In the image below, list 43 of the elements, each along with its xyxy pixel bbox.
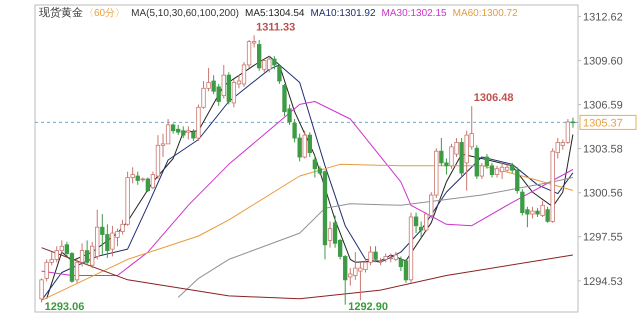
candlestick xyxy=(136,171,140,186)
ref-line-label: 1305.37 xyxy=(583,117,623,130)
y-tick-label: 1303.58 xyxy=(583,144,623,156)
y-tick-label: 1300.56 xyxy=(583,188,623,200)
candlestick xyxy=(222,64,226,100)
y-tick-label: 1294.53 xyxy=(583,276,623,288)
annotation: MA(5,10,30,60,100,200) xyxy=(131,8,239,19)
chart-title: 现货黄金 xyxy=(39,6,83,19)
line-series xyxy=(41,247,574,300)
candlestick xyxy=(373,246,378,263)
text: MA30:1302.15 xyxy=(382,8,448,19)
candlestick xyxy=(84,240,90,266)
annotation: 1292.90 xyxy=(348,301,388,313)
candlestick xyxy=(186,126,191,140)
y-tick-label: 1297.55 xyxy=(583,232,623,244)
candlestick xyxy=(540,200,545,218)
annotation: 1311.33 xyxy=(256,21,296,34)
candlestick xyxy=(418,220,424,238)
text: MA10:1301.92 xyxy=(310,8,376,19)
candlestick xyxy=(257,40,262,72)
candlestick xyxy=(328,220,332,248)
y-tick-label: 1312.62 xyxy=(583,11,623,24)
line-series xyxy=(178,177,574,298)
annotation: 1293.06 xyxy=(44,301,84,313)
candlestick xyxy=(302,130,307,159)
y-tick-label: 1306.59 xyxy=(583,100,623,112)
candlestick xyxy=(530,206,535,219)
candlestick xyxy=(308,132,312,158)
annotation: 1306.48 xyxy=(474,92,514,104)
candlestick xyxy=(191,128,196,142)
text: MA60:1300.72 xyxy=(452,8,518,19)
candlestick xyxy=(414,212,418,234)
candlestick xyxy=(545,206,550,224)
line-series xyxy=(41,101,574,276)
text: MA5:1304.54 xyxy=(244,8,305,19)
candlestick xyxy=(39,278,44,303)
candlestick xyxy=(272,56,277,70)
candlestick xyxy=(570,117,576,128)
candlestick xyxy=(277,64,282,84)
chart-subtitle: 〈60分〉 xyxy=(84,7,126,19)
y-tick-label: 1309.60 xyxy=(583,56,623,68)
candlestick xyxy=(480,162,484,180)
candlestick xyxy=(146,177,150,193)
